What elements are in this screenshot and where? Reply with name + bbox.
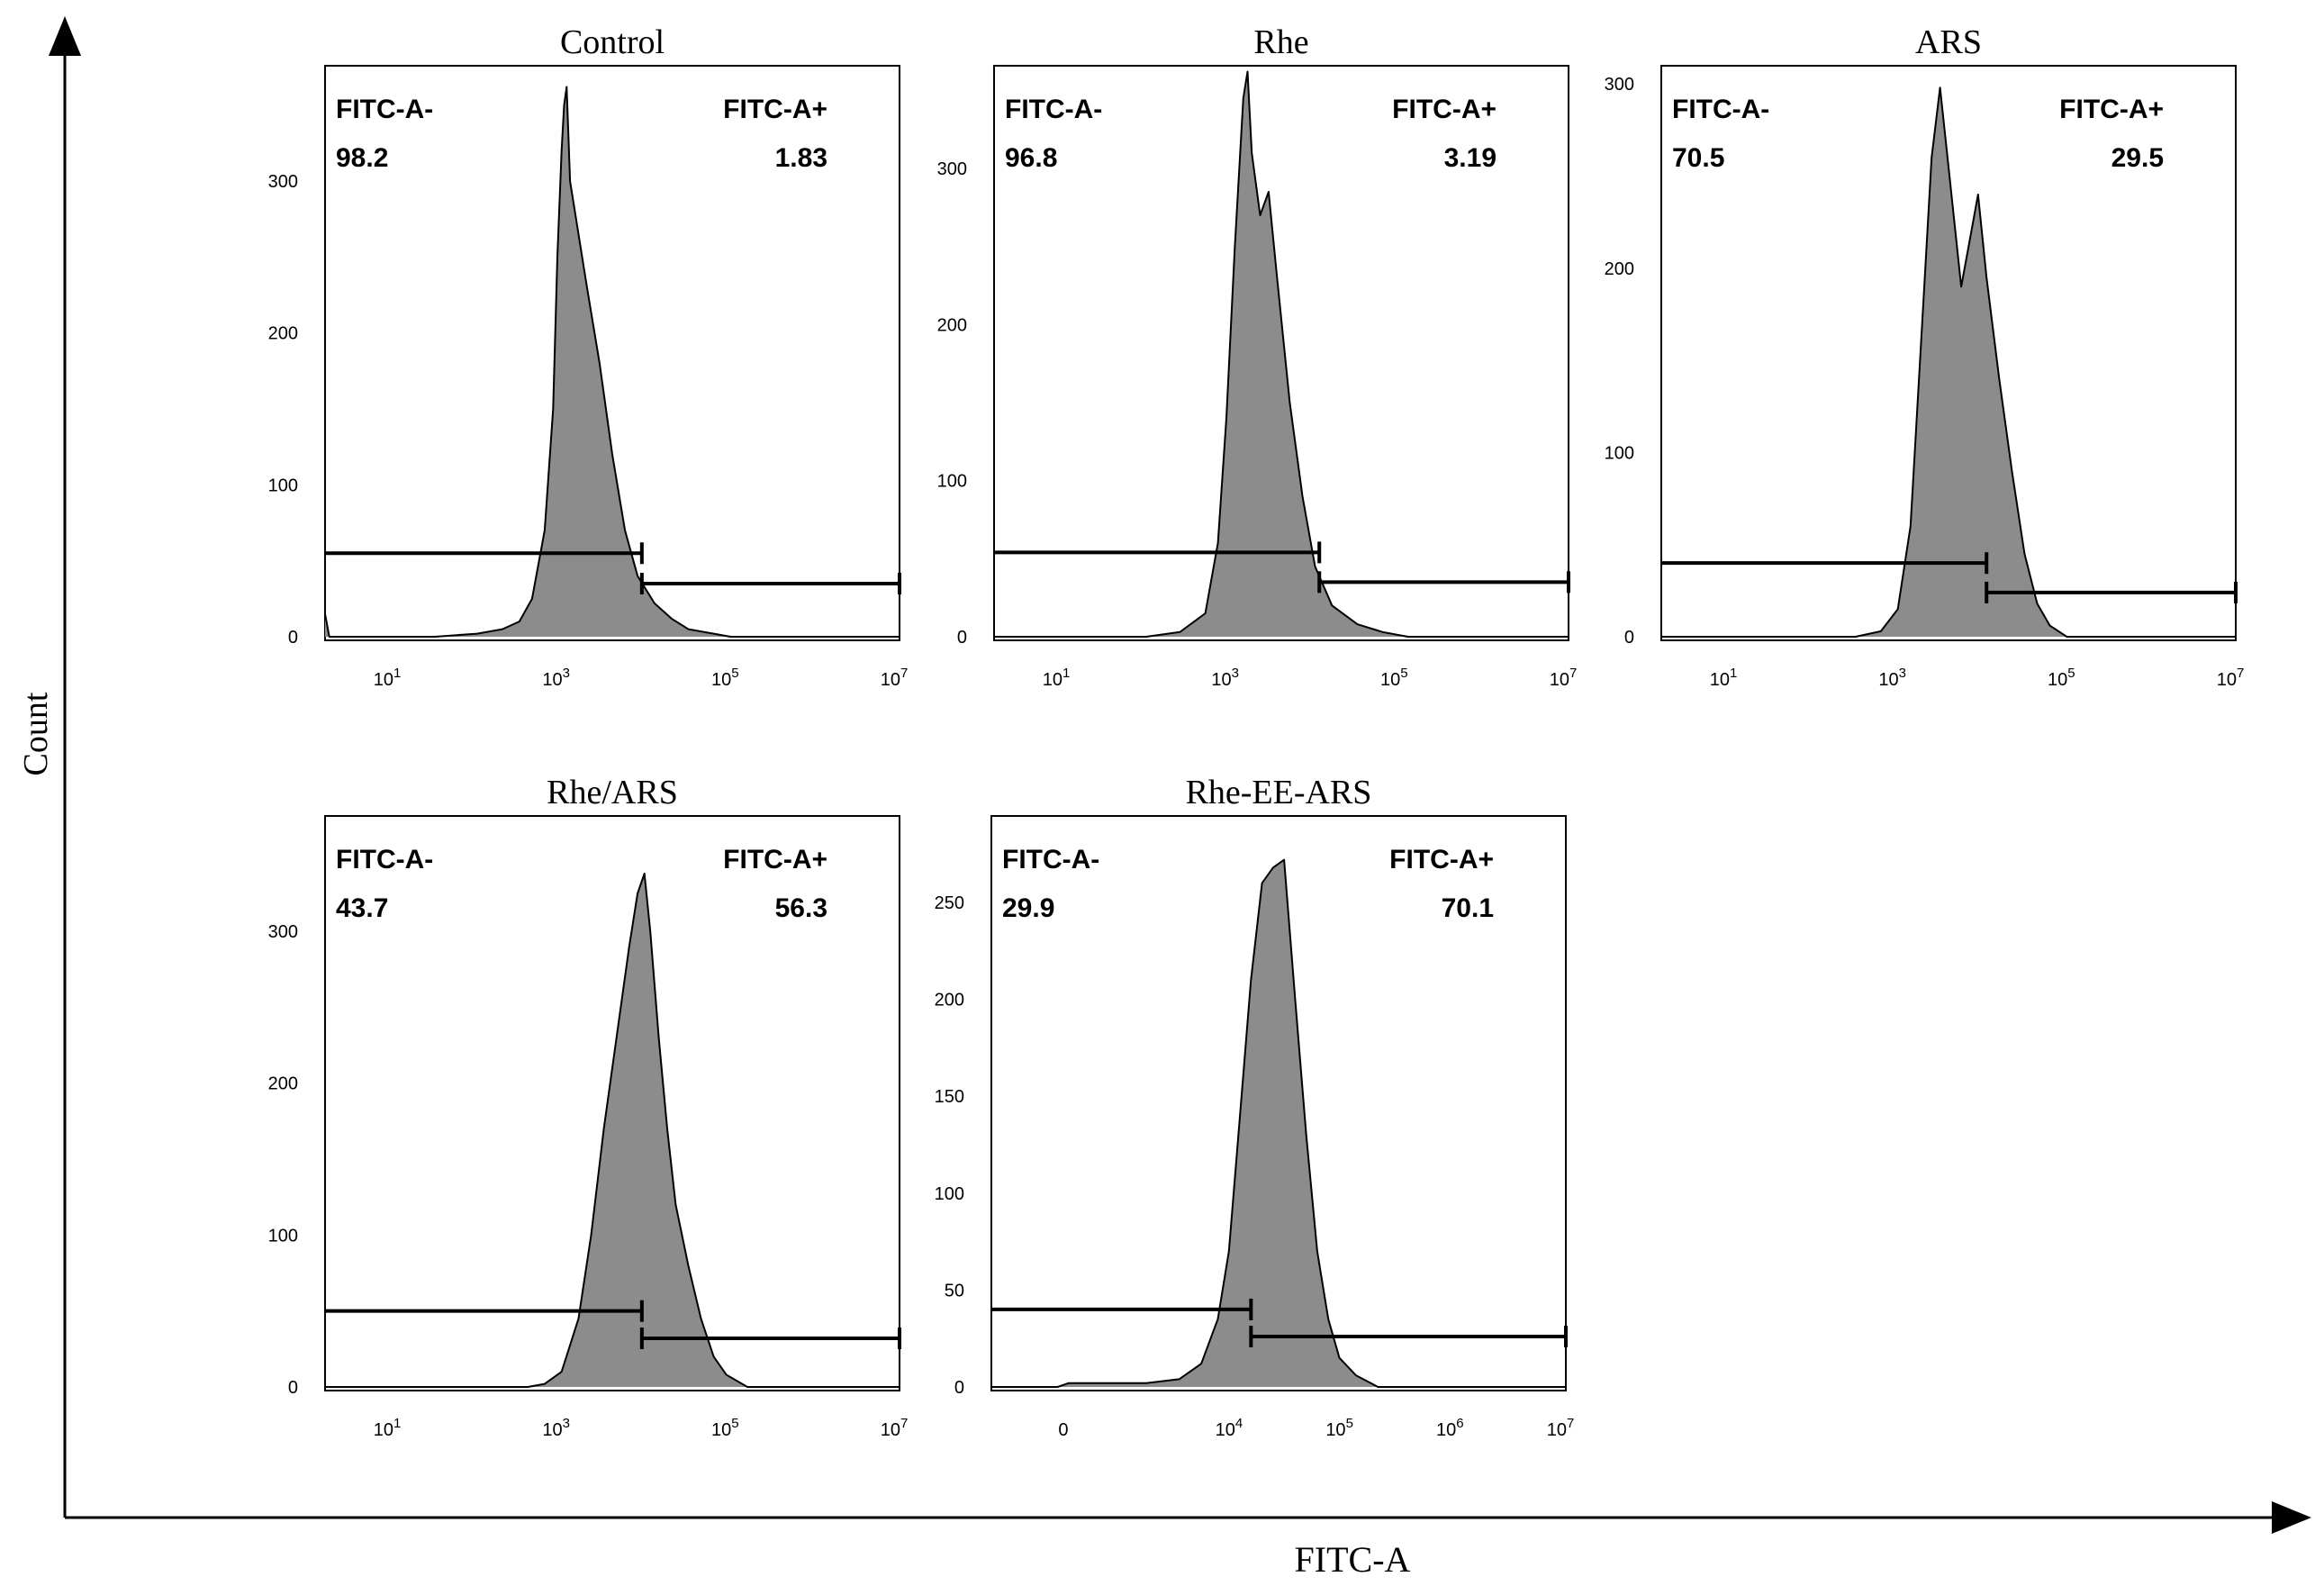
- y-tick-label: 300: [268, 172, 298, 192]
- x-tick-label: 105: [1325, 1416, 1353, 1440]
- x-tick-label: 101: [374, 666, 402, 690]
- x-tick-label: 104: [1216, 1416, 1243, 1440]
- panel-title: Rhe/ARS: [547, 774, 678, 811]
- x-tick-label: 103: [542, 666, 570, 690]
- panel-frame: [993, 65, 1569, 641]
- panel-title: Rhe: [1253, 23, 1308, 61]
- negative-gate-value: 98.2: [336, 143, 388, 173]
- panel-title: Rhe-EE-ARS: [1186, 774, 1372, 811]
- panel-title: ARS: [1915, 23, 1982, 61]
- histogram-panel: Control 0 100 200 300 101 103 105 107 FITC-A- 98.2…: [268, 23, 909, 690]
- y-tick-label: 0: [954, 1378, 964, 1398]
- x-tick-label: 103: [542, 1416, 570, 1440]
- x-tick-label: 107: [1547, 1416, 1575, 1440]
- histogram-panels: Control 0 100 200 300 101 103 105 107 FITC-A- 98.2…: [268, 23, 2245, 1440]
- x-tick-label: 105: [711, 1416, 739, 1440]
- panel-frame: [1660, 65, 2237, 641]
- histogram-area: [994, 71, 1569, 637]
- x-tick-label: 105: [2048, 666, 2075, 690]
- y-tick-label: 300: [1605, 75, 1634, 95]
- histogram-panel: Rhe 0 100 200 300 101 103 105 107 FITC-A- 96.8 FITC…: [937, 23, 1578, 690]
- y-tick-label: 200: [268, 1074, 298, 1094]
- histogram-outline: [325, 873, 900, 1388]
- panel-frame: [324, 815, 900, 1391]
- y-tick-label: 200: [268, 324, 298, 344]
- y-tick-label: 250: [935, 893, 964, 913]
- panel-frame: [324, 65, 900, 641]
- x-tick-label: 0: [1058, 1420, 1068, 1440]
- negative-gate-label: FITC-A-: [336, 95, 433, 124]
- x-tick-label: 103: [1878, 666, 1906, 690]
- x-tick-label: 107: [881, 1416, 909, 1440]
- x-tick-label: 101: [374, 1416, 402, 1440]
- positive-gate-label: FITC-A+: [723, 95, 827, 124]
- global-x-axis-arrow: [2272, 1501, 2311, 1534]
- positive-gate-value: 1.83: [775, 143, 827, 173]
- positive-gate-label: FITC-A+: [1389, 845, 1494, 875]
- positive-gate-value: 56.3: [775, 893, 827, 923]
- y-tick-label: 200: [937, 315, 967, 335]
- x-tick-label: 107: [1550, 666, 1578, 690]
- y-tick-label: 100: [268, 1226, 298, 1246]
- x-tick-label: 101: [1043, 666, 1071, 690]
- negative-gate-label: FITC-A-: [1005, 95, 1102, 124]
- y-tick-label: 100: [268, 476, 298, 495]
- y-tick-label: 300: [937, 159, 967, 179]
- y-tick-label: 50: [945, 1281, 964, 1300]
- global-y-axis-label: Count: [17, 692, 55, 775]
- x-tick-label: 105: [711, 666, 739, 690]
- y-tick-label: 0: [1624, 628, 1634, 648]
- x-tick-label: 101: [1710, 666, 1738, 690]
- histogram-outline: [994, 70, 1569, 638]
- histogram-outline: [324, 86, 900, 638]
- histogram-area: [1661, 87, 2236, 638]
- y-tick-label: 100: [935, 1184, 964, 1204]
- global-x-axis-label: FITC-A: [1295, 1539, 1411, 1580]
- x-tick-label: 105: [1380, 666, 1408, 690]
- histogram-area: [991, 859, 1566, 1387]
- histogram-outline: [1661, 86, 2236, 638]
- histogram-panel: Rhe/ARS 0 100 200 300 101 103 105 107 FITC-A- 43.7…: [268, 774, 909, 1440]
- negative-gate-label: FITC-A-: [1002, 845, 1099, 875]
- x-tick-label: 107: [881, 666, 909, 690]
- histogram-panel: ARS 0 100 200 300 101 103 105 107 FITC-A- 70.5 FITC…: [1605, 23, 2245, 690]
- y-tick-label: 150: [935, 1087, 964, 1107]
- histogram-outline: [991, 858, 1566, 1388]
- positive-gate-value: 70.1: [1442, 893, 1494, 923]
- histogram-area: [325, 874, 900, 1387]
- y-tick-label: 100: [937, 472, 967, 492]
- y-tick-label: 200: [935, 991, 964, 1010]
- negative-gate-value: 29.9: [1002, 893, 1054, 923]
- y-tick-label: 0: [288, 1378, 298, 1398]
- x-tick-label: 107: [2217, 666, 2245, 690]
- x-tick-label: 103: [1211, 666, 1239, 690]
- negative-gate-label: FITC-A-: [336, 845, 433, 875]
- histogram-panel: Rhe-EE-ARS 0 50 100 150 200 250 0 104 105 106 107 FI…: [935, 774, 1575, 1440]
- positive-gate-value: 29.5: [2111, 143, 2164, 173]
- y-tick-label: 200: [1605, 259, 1634, 279]
- y-tick-label: 100: [1605, 443, 1634, 463]
- positive-gate-label: FITC-A+: [2059, 95, 2164, 124]
- panel-title: Control: [560, 23, 665, 61]
- negative-gate-value: 96.8: [1005, 143, 1057, 173]
- y-tick-label: 300: [268, 922, 298, 942]
- positive-gate-value: 3.19: [1444, 143, 1497, 173]
- histogram-area: [325, 86, 900, 637]
- negative-gate-value: 70.5: [1672, 143, 1724, 173]
- positive-gate-label: FITC-A+: [723, 845, 827, 875]
- y-tick-label: 0: [288, 628, 298, 648]
- global-y-axis-arrow: [49, 16, 81, 56]
- panel-frame: [990, 815, 1567, 1391]
- x-tick-label: 106: [1436, 1416, 1464, 1440]
- y-tick-label: 0: [957, 628, 967, 648]
- positive-gate-label: FITC-A+: [1392, 95, 1497, 124]
- negative-gate-value: 43.7: [336, 893, 388, 923]
- negative-gate-label: FITC-A-: [1672, 95, 1769, 124]
